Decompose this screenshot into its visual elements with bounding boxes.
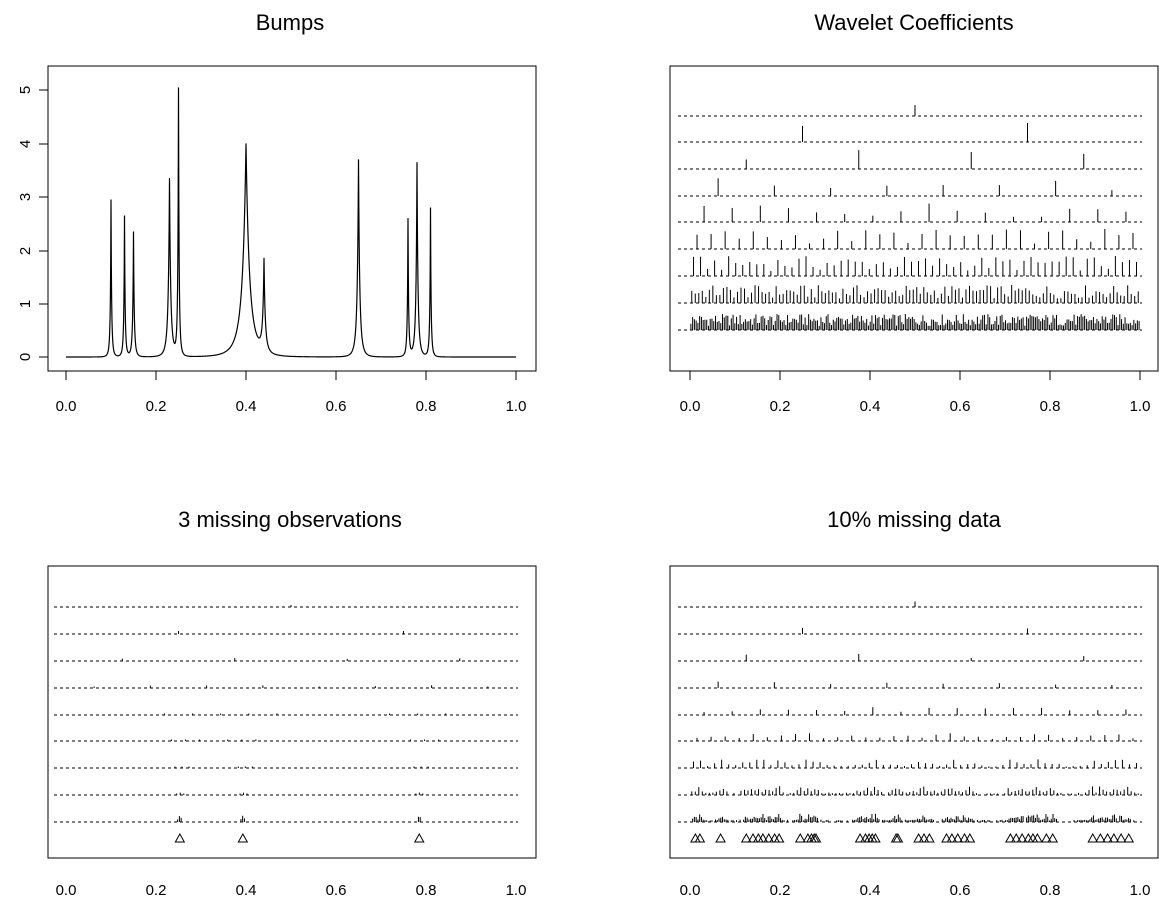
x-tick-label: 0.2 [770, 398, 791, 415]
missing-observation-marker [924, 832, 935, 843]
x-axis: 0.0 0.2 0.4 0.6 0.8 1.0 [56, 882, 527, 899]
y-tick-label: 0 [17, 353, 34, 361]
x-tick-label: 1.0 [1130, 882, 1151, 899]
missing-observation-marker [1016, 832, 1028, 843]
missing-observation-marker [1108, 832, 1120, 843]
x-tick-label: 0.2 [146, 882, 167, 899]
y-tick-label: 2 [17, 247, 34, 255]
missing-observation-marker [959, 832, 970, 843]
missing-observation-marker [810, 832, 822, 843]
missing-observation-marker [740, 832, 752, 843]
missing-observation-marker [941, 832, 952, 843]
missing-observation-marker [794, 832, 806, 843]
missing-observation-marker [1095, 832, 1106, 843]
x-tick-label: 0.2 [146, 398, 167, 415]
missing-observation-marker [1005, 832, 1016, 843]
missing-observation-marker [918, 832, 930, 843]
x-axis: 0.0 0.2 0.4 0.6 0.8 1.0 [56, 370, 527, 415]
plot-area [678, 105, 1142, 331]
y-tick-label: 5 [17, 86, 34, 94]
missing-observation-marker [1115, 832, 1127, 843]
x-axis: 0.0 0.2 0.4 0.6 0.8 1.0 [680, 882, 1151, 899]
missing-observation-marker [1123, 832, 1135, 843]
x-tick-label: 0.0 [680, 398, 701, 415]
missing-observation-marker [1041, 832, 1052, 843]
x-tick-label: 0.6 [950, 398, 971, 415]
missing-observation-marker [237, 832, 249, 843]
panel-3-missing-observations: 3 missing observations 0.0 0.2 0.4 0.6 0… [47, 507, 537, 899]
panel-bumps: Bumps 0.0 0.2 0.4 0.6 0.8 1.0 0 [17, 10, 537, 415]
plot-frame [669, 565, 1159, 859]
series-line-bumps [66, 87, 516, 358]
x-tick-label: 0.6 [950, 882, 971, 899]
missing-observation-marker [1010, 832, 1022, 843]
missing-observation-marker [413, 832, 425, 843]
missing-observation-marker [913, 832, 924, 843]
plot-area [66, 87, 516, 358]
missing-observation-marker [757, 832, 769, 843]
missing-observation-marker [690, 832, 701, 843]
y-tick-label: 1 [17, 300, 34, 308]
x-tick-label: 0.8 [416, 882, 437, 899]
y-tick-label: 4 [17, 140, 34, 148]
x-tick-label: 0.8 [416, 398, 437, 415]
plot-area [678, 601, 1142, 843]
x-tick-label: 0.6 [326, 882, 347, 899]
panel-10pct-missing-data: 10% missing data 0.0 0.2 0.4 0.6 0.8 1.0 [669, 507, 1159, 899]
missing-observation-marker [964, 832, 976, 843]
plot-frame [47, 65, 537, 372]
missing-observation-marker [892, 832, 904, 843]
missing-observation-marker [747, 832, 759, 843]
plot-area [54, 605, 518, 843]
missing-observation-marker [870, 832, 881, 843]
x-tick-label: 0.0 [680, 882, 701, 899]
y-axis: 0 1 2 3 4 5 [17, 86, 49, 361]
x-tick-label: 1.0 [1130, 398, 1151, 415]
x-tick-label: 0.4 [236, 882, 257, 899]
missing-observation-marker [1087, 832, 1099, 843]
missing-observation-marker [1032, 832, 1043, 843]
x-tick-label: 0.4 [236, 398, 257, 415]
x-tick-label: 0.0 [56, 882, 77, 899]
panel-wavelet-coefficients: Wavelet Coefficients 0.0 0.2 0.4 0.6 0.8… [669, 10, 1159, 415]
missing-observation-marker [946, 832, 958, 843]
missing-observation-marker [773, 832, 785, 843]
x-tick-label: 0.4 [860, 398, 881, 415]
y-tick-label: 3 [17, 193, 34, 201]
x-tick-label: 1.0 [506, 882, 527, 899]
panel-title: 3 missing observations [178, 507, 402, 532]
missing-observation-marker [1027, 832, 1039, 843]
missing-observation-marker [694, 832, 706, 843]
missing-observation-marker [952, 832, 964, 843]
x-tick-label: 0.4 [860, 882, 881, 899]
missing-observation-marker [1047, 832, 1059, 843]
x-tick-label: 0.6 [326, 398, 347, 415]
missing-observation-marker [763, 832, 775, 843]
plot-frame [47, 565, 537, 859]
missing-observation-marker [854, 832, 866, 843]
panel-title: Wavelet Coefficients [814, 10, 1013, 35]
x-axis: 0.0 0.2 0.4 0.6 0.8 1.0 [680, 370, 1151, 415]
missing-observation-marker [1023, 832, 1034, 843]
x-tick-label: 0.8 [1040, 398, 1061, 415]
panel-title: 10% missing data [827, 507, 1001, 532]
missing-observation-marker [174, 832, 186, 843]
panel-title: Bumps [256, 10, 324, 35]
x-tick-label: 0.2 [770, 882, 791, 899]
x-tick-label: 0.8 [1040, 882, 1061, 899]
x-tick-label: 1.0 [506, 398, 527, 415]
x-tick-label: 0.0 [56, 398, 77, 415]
missing-observation-marker [1102, 832, 1113, 843]
missing-observation-marker [715, 832, 726, 843]
